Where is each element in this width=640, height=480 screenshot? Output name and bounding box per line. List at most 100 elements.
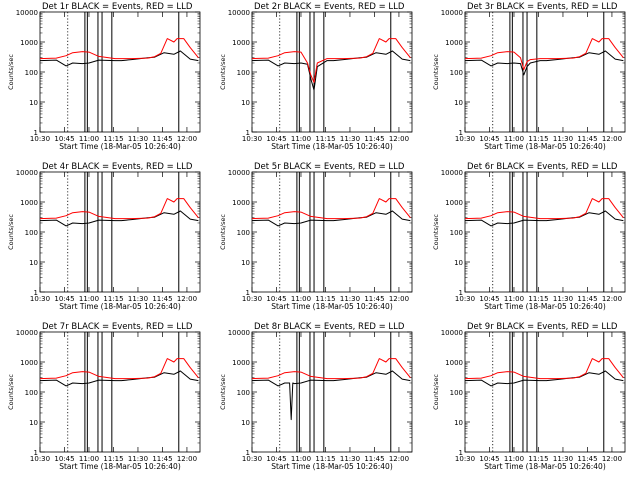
x-tick-label: 11:30 (553, 135, 573, 143)
x-axis-label: Start Time (18-Mar-05 10:26:40) (59, 142, 181, 151)
y-tick-label: 10000 (16, 329, 38, 337)
x-tick-label: 12:00 (389, 135, 409, 143)
y-tick-label: 10000 (16, 9, 38, 17)
x-tick-label: 10:45 (54, 135, 74, 143)
y-tick-label: 100 (237, 229, 250, 237)
x-tick-label: 11:15 (315, 455, 335, 463)
plot-data (465, 332, 624, 452)
x-tick-label: 11:30 (128, 295, 148, 303)
y-tick-label: 1000 (20, 39, 38, 47)
y-axis-label: Counts/sec (432, 214, 440, 250)
y-tick-label: 1 (246, 129, 250, 137)
x-axis-label: Start Time (18-Mar-05 10:26:40) (484, 142, 606, 151)
plot-data (40, 332, 199, 452)
series-line-lld (40, 358, 199, 380)
y-tick-label: 10000 (228, 9, 250, 17)
y-tick-label: 10 (29, 259, 38, 267)
y-tick-label: 10000 (441, 329, 463, 337)
x-tick-label: 11:15 (103, 455, 123, 463)
x-tick-label: 11:45 (577, 455, 597, 463)
x-tick-label: 10:45 (479, 455, 499, 463)
y-tick-label: 10000 (441, 9, 463, 17)
chart-title: Det 7r BLACK = Events, RED = LLD (42, 322, 193, 332)
series-line-events (465, 50, 624, 76)
y-tick-label: 1 (246, 449, 250, 457)
x-tick-label: 11:45 (577, 135, 597, 143)
chart-title: Det 5r BLACK = Events, RED = LLD (254, 162, 405, 172)
y-tick-label: 10 (454, 419, 463, 427)
chart-panel-6: Det 6r BLACK = Events, RED = LLD 1 10 100 10… (432, 162, 626, 311)
y-tick-label: 10 (241, 259, 250, 267)
y-tick-label: 10 (29, 419, 38, 427)
x-tick-label: 12:00 (177, 135, 197, 143)
series-line-lld (252, 38, 411, 83)
x-tick-label: 11:00 (79, 295, 99, 303)
x-tick-label: 12:00 (602, 135, 622, 143)
plot-frame (251, 331, 413, 453)
series-line-events (252, 210, 411, 227)
chart-panel-5: Det 5r BLACK = Events, RED = LLD 1 10 100 10… (219, 162, 413, 311)
series-line-events (465, 210, 624, 227)
x-axis-label: Start Time (18-Mar-05 10:26:40) (484, 302, 606, 311)
y-tick-label: 10 (454, 99, 463, 107)
x-tick-label: 11:30 (128, 135, 148, 143)
x-tick-label: 10:45 (479, 295, 499, 303)
y-tick-label: 10 (241, 99, 250, 107)
x-tick-label: 11:45 (152, 135, 172, 143)
x-tick-label: 12:00 (602, 455, 622, 463)
chart-title: Det 8r BLACK = Events, RED = LLD (254, 322, 405, 332)
chart-title: Det 3r BLACK = Events, RED = LLD (467, 2, 618, 12)
x-axis-label: Start Time (18-Mar-05 10:26:40) (484, 462, 606, 471)
x-tick-label: 11:45 (364, 295, 384, 303)
x-tick-label: 11:45 (152, 295, 172, 303)
series-line-events (465, 370, 624, 387)
x-tick-label: 10:45 (266, 295, 286, 303)
y-tick-label: 1000 (20, 199, 38, 207)
y-tick-label: 10000 (228, 169, 250, 177)
y-tick-label: 100 (25, 229, 38, 237)
x-tick-label: 10:30 (242, 135, 262, 143)
chart-title: Det 6r BLACK = Events, RED = LLD (467, 162, 618, 172)
plot-frame (464, 11, 626, 133)
plot-data (465, 172, 624, 292)
x-tick-label: 10:30 (242, 455, 262, 463)
plot-data (40, 172, 199, 292)
y-tick-label: 1 (459, 129, 463, 137)
y-tick-label: 1 (34, 129, 38, 137)
y-tick-label: 1 (34, 289, 38, 297)
x-tick-label: 11:15 (528, 295, 548, 303)
chart-panel-3: Det 3r BLACK = Events, RED = LLD 1 10 100 10… (432, 2, 626, 151)
x-axis-label: Start Time (18-Mar-05 10:26:40) (59, 302, 181, 311)
chart-panel-9: Det 9r BLACK = Events, RED = LLD 1 10 100 10… (432, 322, 626, 471)
y-axis-label: Counts/sec (7, 214, 15, 250)
chart-panel-4: Det 4r BLACK = Events, RED = LLD 1 10 100 10… (7, 162, 201, 311)
chart-panel-2: Det 2r BLACK = Events, RED = LLD 1 10 100 10… (219, 2, 413, 151)
plot-frame (251, 171, 413, 293)
y-tick-label: 1000 (445, 199, 463, 207)
y-axis-label: Counts/sec (219, 374, 227, 410)
y-tick-label: 10 (29, 99, 38, 107)
x-tick-label: 11:15 (315, 295, 335, 303)
x-tick-label: 10:30 (242, 295, 262, 303)
y-tick-label: 1 (246, 289, 250, 297)
plot-data (252, 172, 411, 292)
y-tick-label: 1000 (232, 359, 250, 367)
x-tick-label: 10:30 (455, 295, 475, 303)
y-tick-label: 10000 (441, 169, 463, 177)
plot-frame (251, 11, 413, 133)
x-tick-label: 12:00 (389, 455, 409, 463)
y-tick-label: 100 (237, 389, 250, 397)
series-line-lld (465, 198, 624, 220)
x-tick-label: 11:00 (79, 455, 99, 463)
x-tick-label: 11:45 (152, 455, 172, 463)
x-tick-label: 11:00 (504, 135, 524, 143)
plot-data (465, 12, 624, 132)
x-tick-label: 11:30 (553, 455, 573, 463)
x-tick-label: 11:15 (528, 135, 548, 143)
x-tick-label: 11:45 (364, 455, 384, 463)
x-axis-label: Start Time (18-Mar-05 10:26:40) (59, 462, 181, 471)
y-axis-label: Counts/sec (432, 374, 440, 410)
series-line-events (252, 370, 411, 421)
x-tick-label: 11:15 (315, 135, 335, 143)
